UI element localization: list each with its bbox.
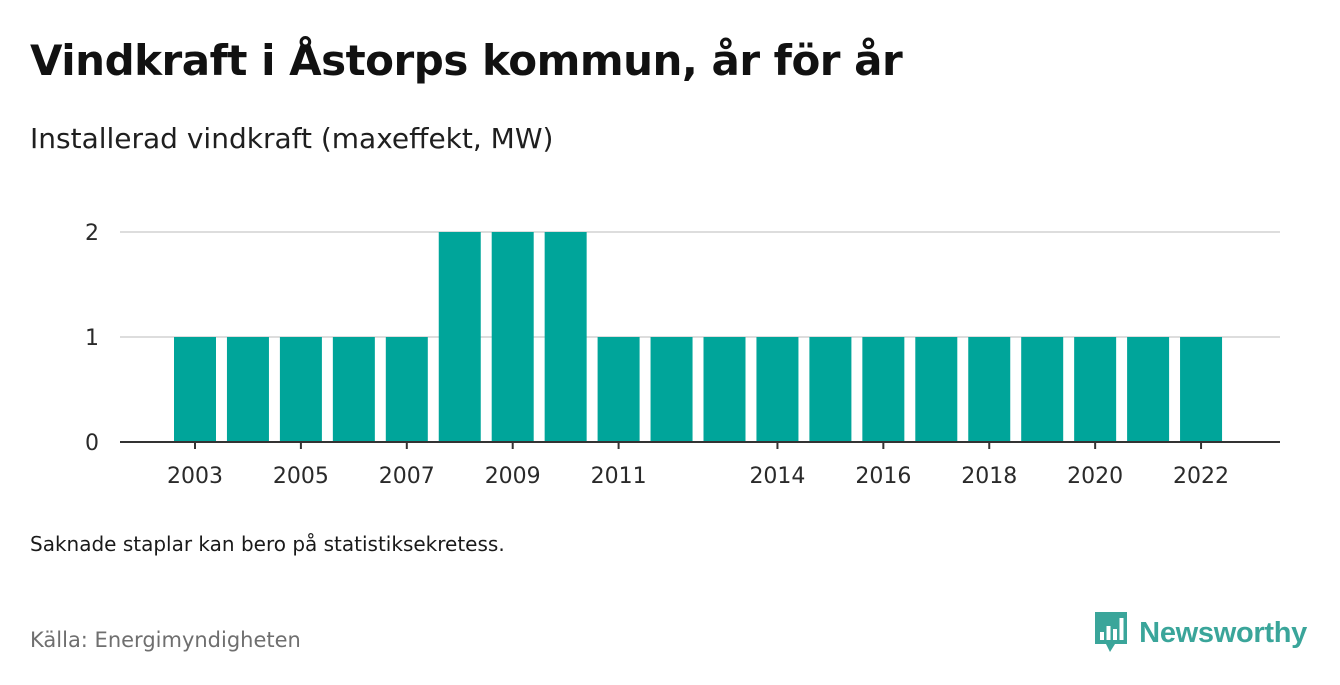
bar	[438, 232, 481, 442]
x-tick-label: 2005	[273, 464, 329, 489]
grid-lines	[120, 231, 1280, 338]
y-tick-label: 2	[85, 221, 99, 246]
bar	[703, 337, 746, 442]
bars	[174, 232, 1223, 442]
x-tick-label: 2014	[749, 464, 805, 489]
bar	[174, 337, 216, 442]
bar	[1127, 337, 1170, 442]
bar	[968, 337, 1011, 442]
bar	[915, 337, 958, 442]
x-tick-label: 2022	[1173, 464, 1229, 489]
x-tick-label: 2016	[855, 464, 911, 489]
y-tick-label: 0	[85, 431, 99, 456]
bar	[650, 337, 693, 442]
x-tick-label: 2009	[485, 464, 541, 489]
x-tick-label: 2011	[591, 464, 647, 489]
source-label: Källa: Energimyndigheten	[30, 628, 301, 652]
bar	[544, 232, 587, 442]
x-tick-label: 2007	[379, 464, 435, 489]
bar	[1021, 337, 1064, 442]
y-tick-label: 1	[85, 326, 99, 351]
newsworthy-logo-icon	[1095, 612, 1128, 652]
bar	[279, 337, 322, 442]
x-tick-label: 2003	[167, 464, 223, 489]
bar	[1180, 337, 1223, 442]
brand-name: Newsworthy	[1139, 616, 1307, 649]
axes: 0 1 2 2003 2005 2007 2009 2011 2014 2016 2018 2020 2…	[85, 221, 1280, 489]
x-tick-label: 2018	[961, 464, 1017, 489]
bar	[597, 337, 640, 442]
chart-subtitle: Installerad vindkraft (maxeffekt, MW)	[30, 122, 554, 155]
bar	[226, 337, 269, 442]
bar	[491, 232, 534, 442]
footnote: Saknade staplar kan bero på statistiksek…	[30, 532, 505, 556]
x-tick-label: 2020	[1067, 464, 1123, 489]
bar	[332, 337, 375, 442]
bar	[385, 337, 428, 442]
chart-title: Vindkraft i Åstorps kommun, år för år	[30, 36, 903, 85]
bar	[862, 337, 905, 442]
bar	[809, 337, 852, 442]
bar	[1074, 337, 1117, 442]
bar	[756, 337, 799, 442]
brand-logo[interactable]: Newsworthy	[1093, 610, 1307, 656]
